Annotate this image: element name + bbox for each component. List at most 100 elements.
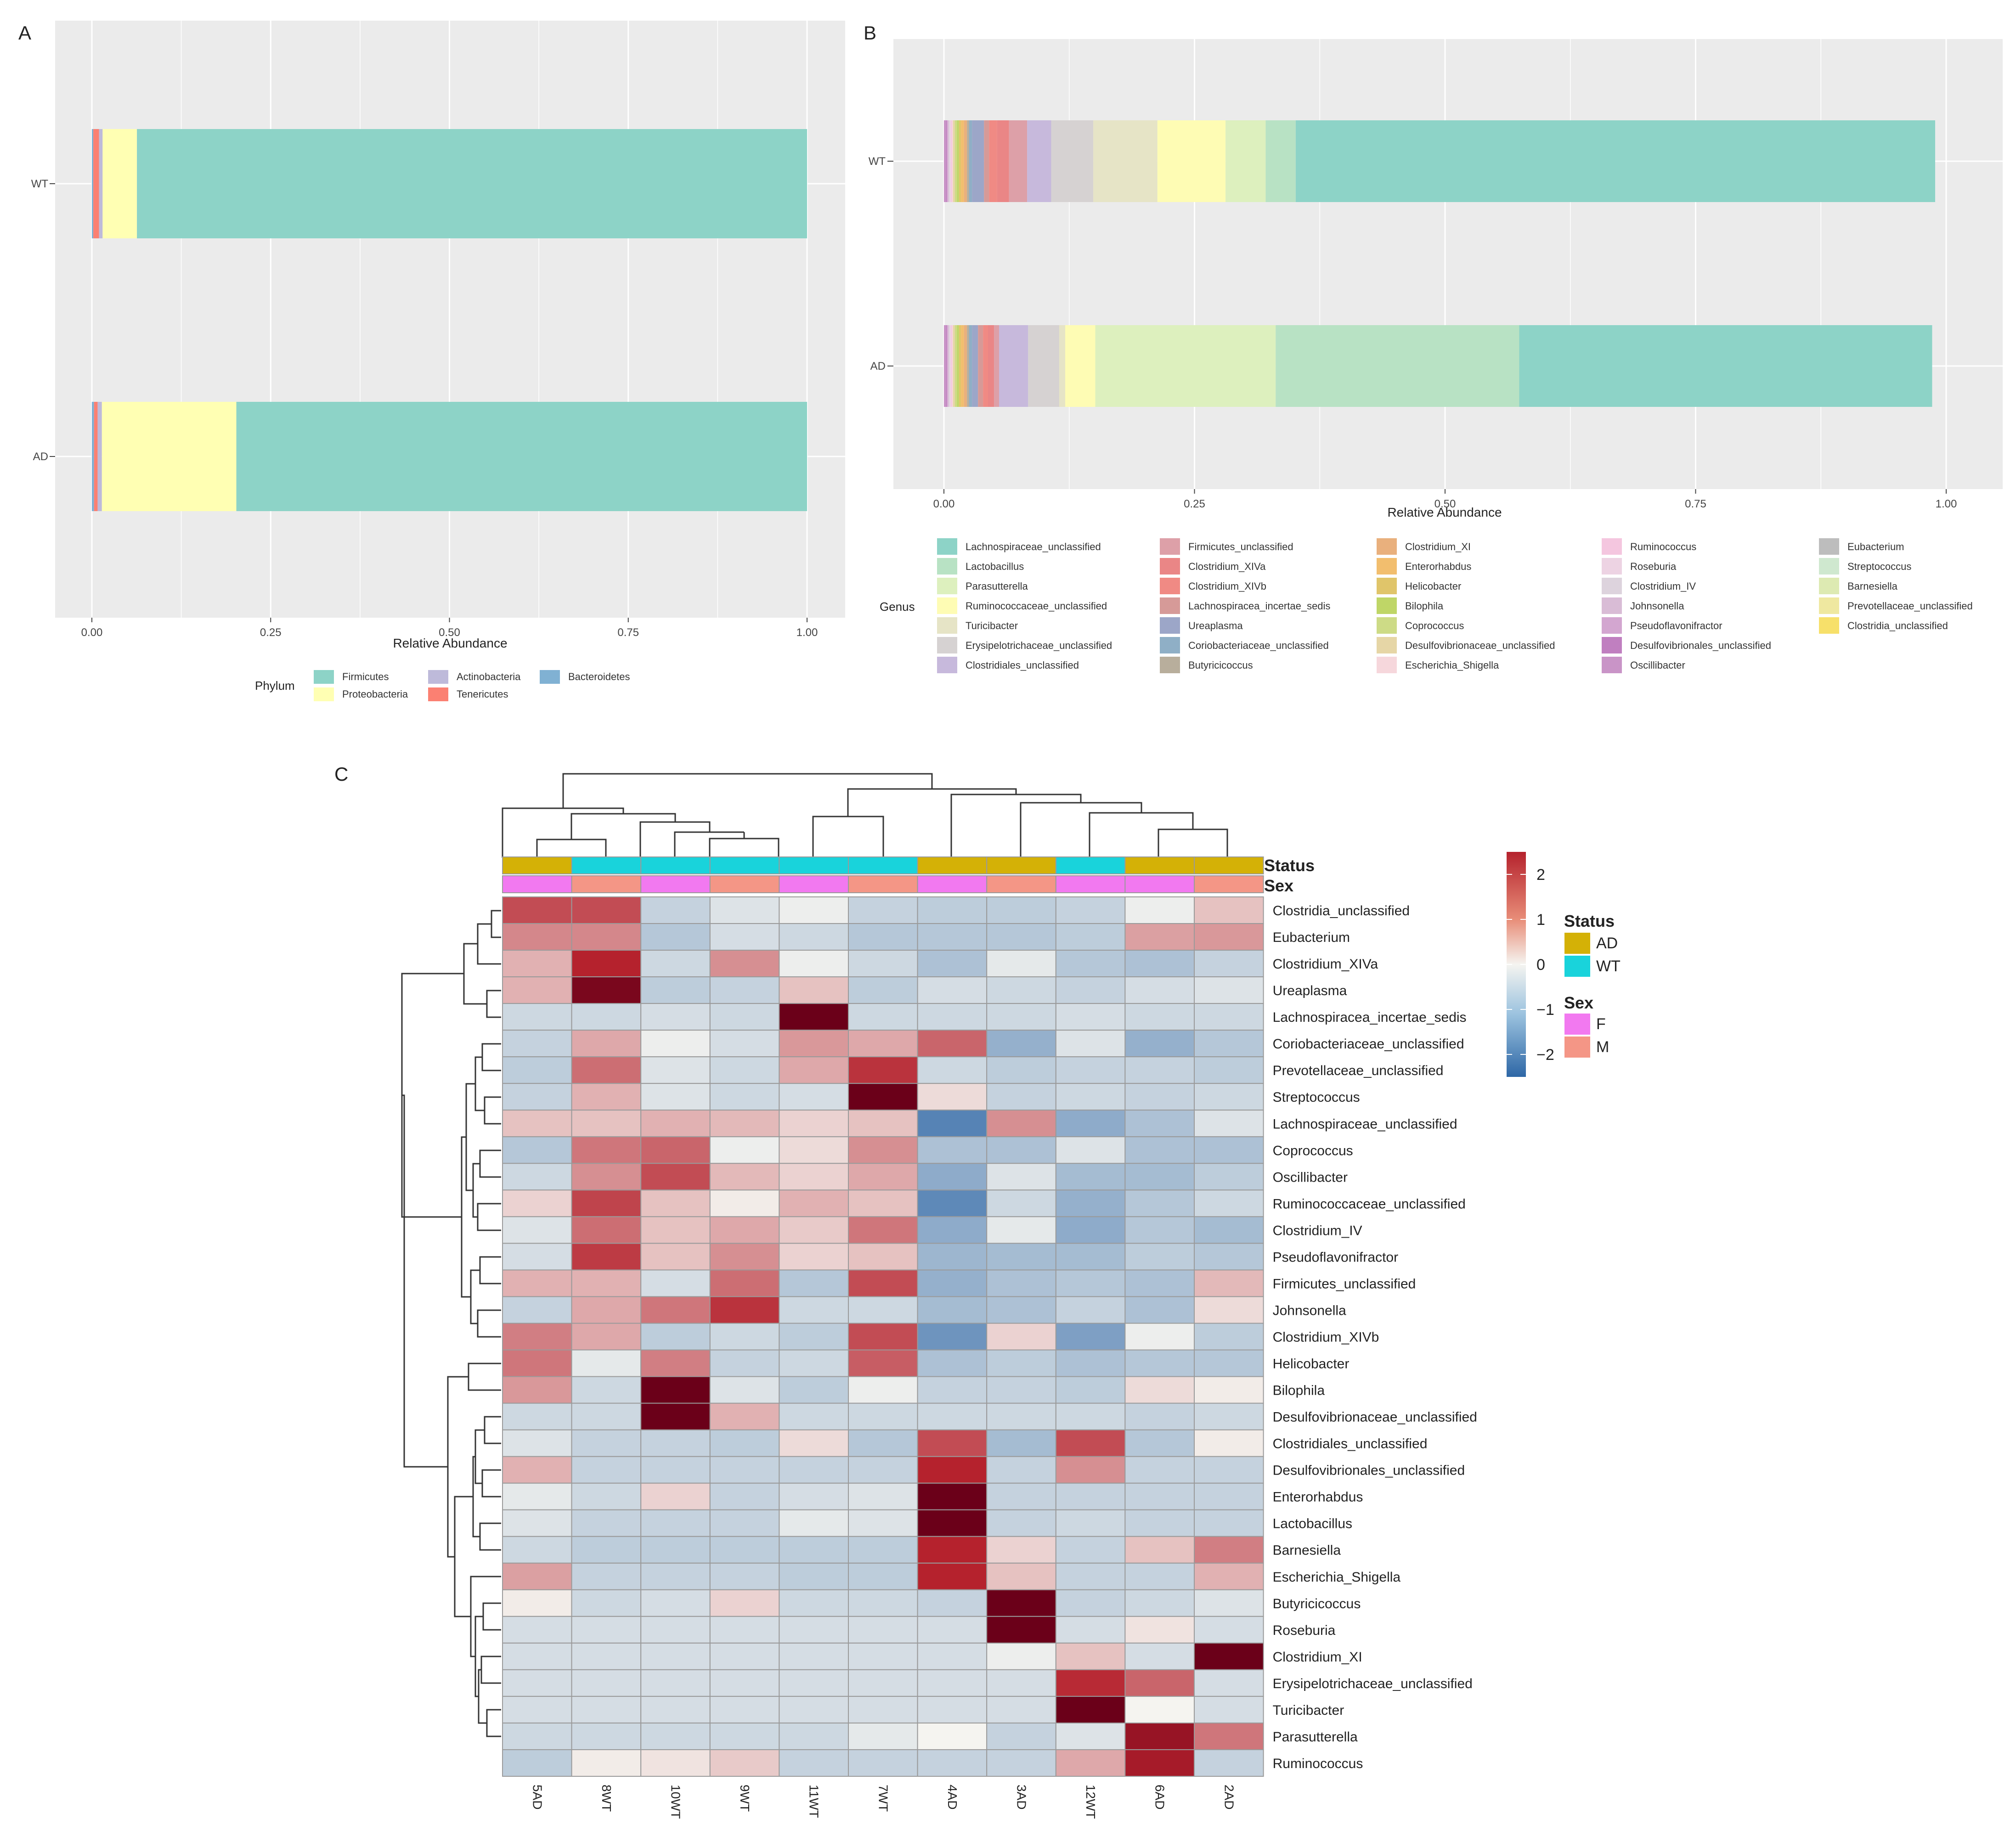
- bar-ad-proteobacteria: [102, 402, 237, 511]
- heatmap-cell-desulfovibrionaceae-unclassified-8wt: [571, 1403, 642, 1431]
- row-label-coprococcus: Coprococcus: [1273, 1143, 1353, 1158]
- legend-label-erysipelotrichaceae-unclassified: Erysipelotrichaceae_unclassified: [966, 640, 1112, 651]
- heatmap-cell-clostridia-unclassified-3ad: [986, 896, 1056, 924]
- heatmap-cell-turicibacter-7wt: [848, 1695, 918, 1724]
- heatmap-cell-turicibacter-8wt: [571, 1695, 642, 1724]
- heatmap-cell-ureaplasma-4ad: [917, 976, 988, 1004]
- row-label-streptococcus: Streptococcus: [1273, 1090, 1360, 1105]
- heatmap-cell-enterorhabdus-4ad: [917, 1482, 988, 1510]
- heatmap-cell-ruminococcus-6ad: [1124, 1749, 1195, 1777]
- column-label-3ad: 3AD: [1015, 1785, 1029, 1809]
- heatmap-cell-escherichia-shigella-2ad: [1194, 1562, 1264, 1590]
- status-cell-8wt: [571, 856, 642, 874]
- heatmap-cell-erysipelotrichaceae-unclassified-8wt: [571, 1669, 642, 1697]
- legend-key-parasutterella: [937, 578, 957, 594]
- heatmap-cell-ureaplasma-6ad: [1124, 976, 1195, 1004]
- heatmap-cell-ruminococcaceae-unclassified-9wt: [709, 1189, 780, 1217]
- legend-key-coriobacteriaceae-unclassified: [1160, 637, 1180, 653]
- heatmap-cell-johnsonella-4ad: [917, 1296, 988, 1324]
- heatmap-cell-parasutterella-2ad: [1194, 1722, 1264, 1750]
- heatmap-cell-desulfovibrionales-unclassified-11wt: [779, 1456, 849, 1484]
- heatmap-cell-prevotellaceae-unclassified-11wt: [779, 1056, 849, 1084]
- heatmap-cell-roseburia-9wt: [709, 1616, 780, 1644]
- bar-wt-actinobacteria: [99, 129, 103, 238]
- status-annotation-label: Status: [1264, 856, 1315, 875]
- heatmap-cell-desulfovibrionales-unclassified-6ad: [1124, 1456, 1195, 1484]
- heatmap-cell-butyricicoccus-8wt: [571, 1589, 642, 1617]
- heatmap-cell-escherichia-shigella-9wt: [709, 1562, 780, 1590]
- bar-ad-turicibacter: [1059, 325, 1066, 407]
- heatmap-cell-streptococcus-12wt: [1055, 1083, 1126, 1111]
- heatmap-cell-lachnospiraceae-unclassified-11wt: [779, 1110, 849, 1138]
- legend-key-helicobacter: [1377, 578, 1397, 594]
- legend-label-prevotellaceae-unclassified: Prevotellaceae_unclassified: [1847, 600, 1973, 612]
- heatmap-cell-clostridium-xivb-7wt: [848, 1323, 918, 1351]
- bar-ad-firmicutes: [236, 402, 808, 511]
- heatmap-cell-bilophila-12wt: [1055, 1376, 1126, 1404]
- heatmap-cell-streptococcus-8wt: [571, 1083, 642, 1111]
- scale-tick-label: 2: [1536, 866, 1545, 884]
- legend-label-lactobacillus: Lactobacillus: [966, 561, 1024, 572]
- heatmap-cell-johnsonella-3ad: [986, 1296, 1056, 1324]
- heatmap-cell-streptococcus-3ad: [986, 1083, 1056, 1111]
- heatmap-cell-escherichia-shigella-6ad: [1124, 1562, 1195, 1590]
- heatmap-cell-clostridiales-unclassified-4ad: [917, 1429, 988, 1457]
- legend-key-lachnospiraceae-unclassified: [937, 538, 957, 555]
- heatmap-cell-ruminococcus-11wt: [779, 1749, 849, 1777]
- heatmap-cell-johnsonella-10wt: [640, 1296, 711, 1324]
- legend-key-turicibacter: [937, 617, 957, 634]
- bar-ad-clostridium-xiva: [988, 325, 994, 407]
- heatmap-cell-clostridium-iv-6ad: [1124, 1216, 1195, 1244]
- legend-key-erysipelotrichaceae-unclassified: [937, 637, 957, 653]
- heatmap-cell-escherichia-shigella-7wt: [848, 1562, 918, 1590]
- heatmap-cell-clostridiales-unclassified-2ad: [1194, 1429, 1264, 1457]
- bar-ad-enterorhabdus: [961, 325, 964, 407]
- bar-wt-bacteroidetes: [92, 129, 94, 238]
- heatmap-cell-helicobacter-3ad: [986, 1349, 1056, 1377]
- legend-label-turicibacter: Turicibacter: [966, 620, 1018, 631]
- heatmap-cell-desulfovibrionaceae-unclassified-2ad: [1194, 1403, 1264, 1431]
- heatmap-cell-clostridiales-unclassified-5ad: [502, 1429, 572, 1457]
- heatmap-cell-firmicutes-unclassified-5ad: [502, 1269, 572, 1297]
- heatmap-cell-firmicutes-unclassified-7wt: [848, 1269, 918, 1297]
- legend-key-proteobacteria: [314, 687, 334, 701]
- legend-key-clostridium-xi: [1377, 538, 1397, 555]
- column-label-8wt: 8WT: [599, 1785, 614, 1812]
- bar-ad-ruminococcaceae-unclassified: [1065, 325, 1096, 407]
- scale-tick-label: 1: [1536, 911, 1545, 929]
- bar-wt-ureaplasma: [972, 120, 984, 202]
- sex-annotation-bar: [502, 875, 1264, 893]
- x-tick-label: 0.50: [1434, 498, 1456, 510]
- heatmap-cell-clostridium-xivb-2ad: [1194, 1323, 1264, 1351]
- y-tick-label-wt: WT: [869, 155, 886, 168]
- heatmap-cell-lachnospiraceae-unclassified-5ad: [502, 1110, 572, 1138]
- bar-ad-oscillibacter: [944, 325, 946, 407]
- sex-cell-2ad: [1194, 875, 1264, 893]
- heatmap-cell-lactobacillus-2ad: [1194, 1509, 1264, 1537]
- heatmap-cell-ruminococcus-7wt: [848, 1749, 918, 1777]
- heatmap-cell-lachnospiraceae-unclassified-4ad: [917, 1110, 988, 1138]
- legend-label-proteobacteria: Proteobacteria: [342, 688, 408, 700]
- heatmap-cell-helicobacter-7wt: [848, 1349, 918, 1377]
- legend-key-clostridiales-unclassified: [937, 657, 957, 673]
- heatmap-cell-clostridia-unclassified-10wt: [640, 896, 711, 924]
- heatmap-cell-firmicutes-unclassified-9wt: [709, 1269, 780, 1297]
- heatmap-cell-turicibacter-12wt: [1055, 1695, 1126, 1724]
- heatmap-cell-ruminococcaceae-unclassified-7wt: [848, 1189, 918, 1217]
- bar-ad-tenericutes: [94, 402, 98, 511]
- legend-key-firmicutes: [314, 670, 334, 684]
- bar-ad-johnsonella: [948, 325, 949, 407]
- bar-ad-erysipelotrichaceae-unclassified: [1028, 325, 1059, 407]
- heatmap-cell-johnsonella-6ad: [1124, 1296, 1195, 1324]
- heatmap-cell-enterorhabdus-8wt: [571, 1482, 642, 1510]
- panel-a-legend-title: Phylum: [255, 679, 295, 693]
- heatmap-cell-clostridium-xiva-2ad: [1194, 950, 1264, 978]
- x-tick-label: 0.00: [933, 498, 955, 510]
- heatmap-cell-lactobacillus-5ad: [502, 1509, 572, 1537]
- bar-wt-clostridium-xi: [964, 120, 967, 202]
- heatmap-cell-clostridium-iv-8wt: [571, 1216, 642, 1244]
- legend-key-actinobacteria: [428, 670, 448, 684]
- heatmap-cell-ureaplasma-5ad: [502, 976, 572, 1004]
- bar-wt-desulfovibrionales-unclassified: [946, 120, 947, 202]
- heatmap-cell-roseburia-8wt: [571, 1616, 642, 1644]
